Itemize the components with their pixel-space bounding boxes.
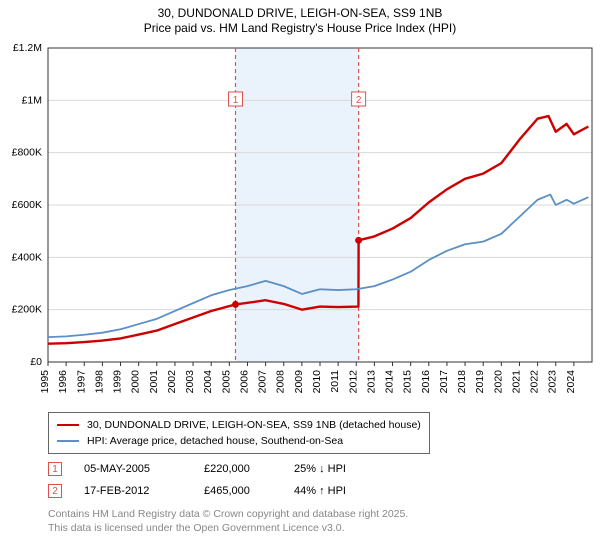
svg-text:2006: 2006	[238, 370, 250, 394]
legend-swatch	[57, 440, 79, 442]
svg-text:1996: 1996	[57, 370, 69, 394]
footnote-line: This data is licensed under the Open Gov…	[48, 522, 408, 536]
sale-price: £220,000	[204, 463, 294, 475]
svg-text:2009: 2009	[293, 370, 305, 394]
svg-text:2004: 2004	[202, 370, 214, 394]
svg-text:£1.2M: £1.2M	[13, 42, 42, 54]
svg-text:2007: 2007	[257, 370, 269, 394]
sale-date: 05-MAY-2005	[84, 463, 204, 475]
sale-marker: 1	[48, 462, 62, 476]
svg-text:£400K: £400K	[12, 251, 42, 263]
svg-text:2014: 2014	[384, 370, 396, 394]
svg-text:£600K: £600K	[12, 199, 42, 211]
sale-date: 17-FEB-2012	[84, 485, 204, 497]
svg-text:1: 1	[233, 95, 239, 106]
svg-text:2019: 2019	[474, 370, 486, 394]
sales-row: 1 05-MAY-2005 £220,000 25% ↓ HPI	[48, 458, 384, 480]
svg-text:£1M: £1M	[22, 94, 42, 106]
svg-text:2024: 2024	[565, 370, 577, 394]
legend: 30, DUNDONALD DRIVE, LEIGH-ON-SEA, SS9 1…	[48, 412, 430, 454]
sale-delta: 44% ↑ HPI	[294, 485, 384, 497]
svg-text:1998: 1998	[93, 370, 105, 394]
titles: 30, DUNDONALD DRIVE, LEIGH-ON-SEA, SS9 1…	[0, 0, 600, 35]
chart-svg: £0 £200K £400K £600K £800K £1M £1.2M 1995 1996 19…	[0, 40, 600, 405]
legend-label: 30, DUNDONALD DRIVE, LEIGH-ON-SEA, SS9 1…	[87, 419, 421, 431]
legend-swatch	[57, 424, 79, 426]
svg-text:2: 2	[356, 95, 362, 106]
title-main: 30, DUNDONALD DRIVE, LEIGH-ON-SEA, SS9 1…	[0, 6, 600, 20]
footnote-line: Contains HM Land Registry data © Crown c…	[48, 508, 408, 522]
svg-text:2017: 2017	[438, 370, 450, 394]
chart-area: £0 £200K £400K £600K £800K £1M £1.2M 1995 1996 19…	[0, 40, 600, 405]
title-sub: Price paid vs. HM Land Registry's House …	[0, 21, 600, 35]
svg-text:£200K: £200K	[12, 304, 42, 316]
svg-text:2002: 2002	[166, 370, 178, 394]
svg-text:2005: 2005	[220, 370, 232, 394]
sale-price: £465,000	[204, 485, 294, 497]
legend-label: HPI: Average price, detached house, Sout…	[87, 435, 343, 447]
svg-text:£0: £0	[30, 356, 42, 368]
svg-text:2021: 2021	[510, 370, 522, 394]
svg-text:1997: 1997	[75, 370, 87, 394]
sale-delta: 25% ↓ HPI	[294, 463, 384, 475]
sales-row: 2 17-FEB-2012 £465,000 44% ↑ HPI	[48, 480, 384, 502]
svg-text:2016: 2016	[420, 370, 432, 394]
svg-text:1995: 1995	[39, 370, 51, 394]
svg-text:2022: 2022	[529, 370, 541, 394]
svg-text:2010: 2010	[311, 370, 323, 394]
svg-text:2013: 2013	[365, 370, 377, 394]
legend-row: 30, DUNDONALD DRIVE, LEIGH-ON-SEA, SS9 1…	[57, 417, 421, 433]
sale-marker: 2	[48, 484, 62, 498]
svg-text:2008: 2008	[275, 370, 287, 394]
svg-text:2020: 2020	[492, 370, 504, 394]
svg-text:2003: 2003	[184, 370, 196, 394]
svg-text:2023: 2023	[547, 370, 559, 394]
legend-row: HPI: Average price, detached house, Sout…	[57, 433, 421, 449]
svg-text:£800K: £800K	[12, 147, 42, 159]
svg-text:2011: 2011	[329, 370, 341, 393]
svg-text:1999: 1999	[112, 370, 124, 394]
svg-text:2015: 2015	[402, 370, 414, 394]
footnote: Contains HM Land Registry data © Crown c…	[48, 508, 408, 535]
svg-text:2012: 2012	[347, 370, 359, 394]
svg-text:2000: 2000	[130, 370, 142, 394]
svg-text:2018: 2018	[456, 370, 468, 394]
svg-text:2001: 2001	[148, 370, 160, 394]
sales-table: 1 05-MAY-2005 £220,000 25% ↓ HPI 2 17-FE…	[48, 458, 384, 502]
chart-container: 30, DUNDONALD DRIVE, LEIGH-ON-SEA, SS9 1…	[0, 0, 600, 560]
